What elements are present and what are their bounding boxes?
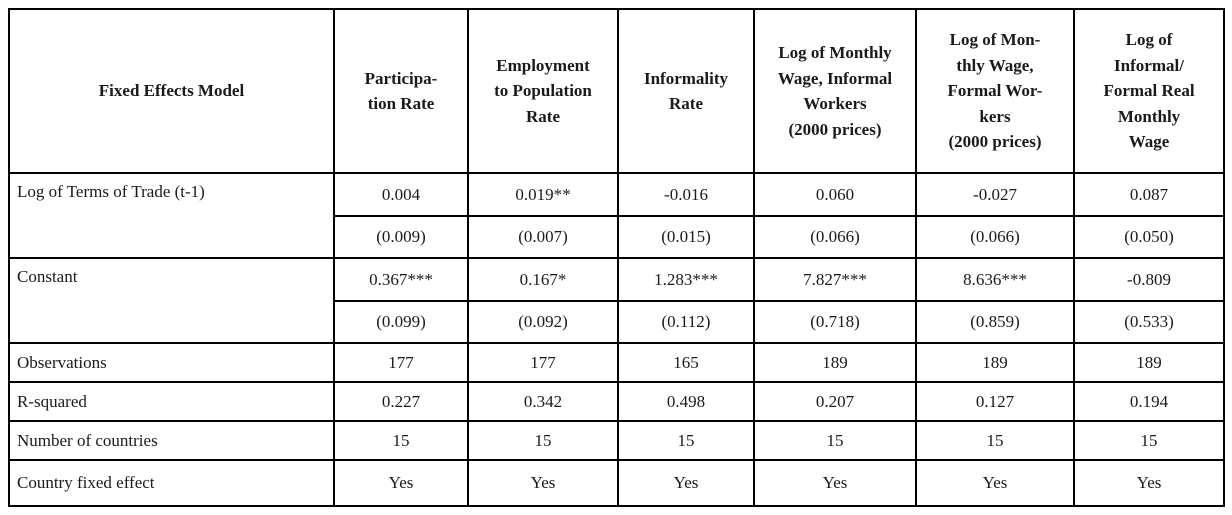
value-cell: 15 <box>617 420 755 461</box>
coefficient-cell: -0.809 <box>1073 257 1225 302</box>
fixed-effects-regression-table: Fixed Effects Model Participa- tion Rate… <box>8 8 1225 507</box>
value-cell: 0.207 <box>753 381 917 422</box>
column-header-participation-rate: Participa- tion Rate <box>333 8 469 174</box>
coefficient-cell: 0.004 <box>333 172 469 217</box>
row-label-observations: Observations <box>8 342 335 383</box>
row-label-r-squared: R-squared <box>8 381 335 422</box>
value-cell: 189 <box>915 342 1075 383</box>
value-cell: Yes <box>467 459 619 507</box>
coefficient-cell: 8.636*** <box>915 257 1075 302</box>
column-header-log-monthly-wage-formal: Log of Mon- thly Wage, Formal Wor- kers … <box>915 8 1075 174</box>
value-cell: Yes <box>915 459 1075 507</box>
std-error-cell: (0.859) <box>915 300 1075 344</box>
coefficient-cell: 0.019** <box>467 172 619 217</box>
value-cell: 0.127 <box>915 381 1075 422</box>
coefficient-cell: 1.283*** <box>617 257 755 302</box>
row-label-number-of-countries: Number of countries <box>8 420 335 461</box>
std-error-cell: (0.066) <box>753 215 917 259</box>
column-header-log-informal-formal-wage: Log of Informal/ Formal Real Monthly Wag… <box>1073 8 1225 174</box>
row-label-constant: Constant <box>8 257 335 344</box>
column-header-informality-rate: Informality Rate <box>617 8 755 174</box>
table-row: Number of countries 15 15 15 15 15 15 <box>8 420 1225 461</box>
value-cell: 165 <box>617 342 755 383</box>
std-error-cell: (0.092) <box>467 300 619 344</box>
value-cell: 0.227 <box>333 381 469 422</box>
table-row: Constant 0.367*** 0.167* 1.283*** 7.827*… <box>8 257 1225 344</box>
table-row: Country fixed effect Yes Yes Yes Yes Yes… <box>8 459 1225 507</box>
coefficient-cell: 0.367*** <box>333 257 469 302</box>
table-row: (0.009) (0.007) (0.015) (0.066) (0.066) … <box>9 215 1225 259</box>
value-cell: Yes <box>333 459 469 507</box>
value-cell: 15 <box>333 420 469 461</box>
value-cell: Yes <box>753 459 917 507</box>
std-error-cell: (0.099) <box>333 300 469 344</box>
value-cell: 15 <box>1073 420 1225 461</box>
value-cell: 15 <box>915 420 1075 461</box>
value-cell: 0.342 <box>467 381 619 422</box>
std-error-cell: (0.009) <box>333 215 469 259</box>
table-row: Log of Terms of Trade (t-1) 0.004 0.019*… <box>8 172 1225 259</box>
coefficient-cell: -0.027 <box>915 172 1075 217</box>
std-error-cell: (0.007) <box>467 215 619 259</box>
row-label-country-fixed-effect: Country fixed effect <box>8 459 335 507</box>
coefficient-cell: -0.016 <box>617 172 755 217</box>
std-error-cell: (0.066) <box>915 215 1075 259</box>
std-error-cell: (0.050) <box>1073 215 1225 259</box>
coefficient-cell: 0.167* <box>467 257 619 302</box>
std-error-cell: (0.718) <box>753 300 917 344</box>
value-cell: 189 <box>753 342 917 383</box>
table-row: Observations 177 177 165 189 189 189 <box>8 342 1225 383</box>
table-row: (0.099) (0.092) (0.112) (0.718) (0.859) … <box>9 300 1225 344</box>
value-cell: 177 <box>333 342 469 383</box>
coefficient-cell: 0.060 <box>753 172 917 217</box>
value-cell: 15 <box>753 420 917 461</box>
std-error-cell: (0.533) <box>1073 300 1225 344</box>
table-row: R-squared 0.227 0.342 0.498 0.207 0.127 … <box>8 381 1225 422</box>
column-header-log-monthly-wage-informal: Log of Monthly Wage, Informal Workers (2… <box>753 8 917 174</box>
corner-header: Fixed Effects Model <box>8 8 335 174</box>
std-error-cell: (0.015) <box>617 215 755 259</box>
std-error-cell: (0.112) <box>617 300 755 344</box>
value-cell: 0.498 <box>617 381 755 422</box>
row-label-log-terms-of-trade: Log of Terms of Trade (t-1) <box>8 172 335 259</box>
coefficient-cell: 7.827*** <box>753 257 917 302</box>
value-cell: 189 <box>1073 342 1225 383</box>
value-cell: Yes <box>1073 459 1225 507</box>
value-cell: 0.194 <box>1073 381 1225 422</box>
value-cell: 15 <box>467 420 619 461</box>
coefficient-cell: 0.087 <box>1073 172 1225 217</box>
column-header-employment-to-population-rate: Employment to Population Rate <box>467 8 619 174</box>
value-cell: 177 <box>467 342 619 383</box>
table-header-row: Fixed Effects Model Participa- tion Rate… <box>8 8 1225 174</box>
value-cell: Yes <box>617 459 755 507</box>
